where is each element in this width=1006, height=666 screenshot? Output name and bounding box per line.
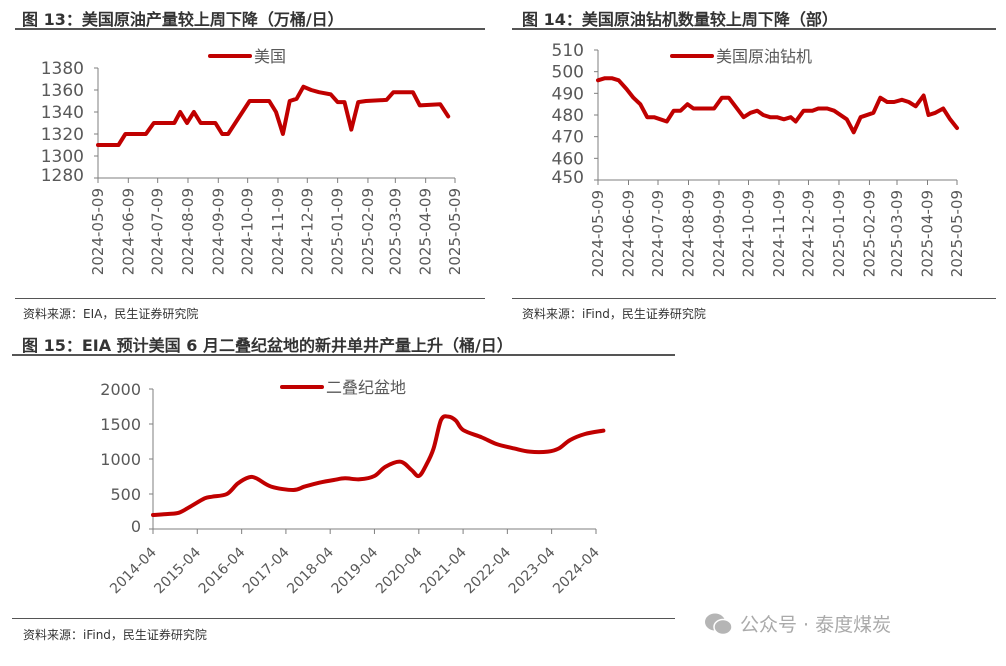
y-tick-label: 1360 [41, 81, 84, 101]
chart-13-source: 资料来源：EIA，民生证券研究院 [23, 307, 199, 321]
y-tick-label: 1000 [100, 450, 141, 469]
y-tick-label: 0 [131, 517, 141, 536]
y-tick-label: 460 [552, 149, 584, 169]
x-tick-label: 2024-07-09 [149, 188, 167, 275]
x-tick-label: 2024-11-09 [770, 190, 788, 277]
x-tick-label: 2020-04 [373, 544, 426, 597]
legend-label: 美国原油钻机 [716, 47, 812, 66]
chart-15-title: 图 15：EIA 预计美国 6 月二叠纪盆地的新井单井产量上升（桶/日） [22, 336, 513, 355]
x-tick-label: 2014-04 [107, 544, 160, 597]
x-tick-label: 2025-01-09 [830, 190, 848, 277]
x-tick-label: 2015-04 [151, 544, 204, 597]
x-tick-label: 2025-05-09 [446, 188, 464, 275]
x-tick-label: 2024-09-09 [710, 190, 728, 277]
x-tick-label: 2024-12-09 [298, 188, 316, 275]
watermark-text: 公众号 · 泰度煤炭 [740, 614, 892, 636]
y-tick-label: 1340 [41, 103, 84, 123]
y-tick-label: 480 [552, 106, 584, 126]
y-tick-label: 1280 [41, 166, 84, 186]
x-tick-label: 2024-07-09 [649, 190, 667, 277]
x-tick-label: 2024-09-09 [209, 188, 227, 275]
y-tick-label: 470 [552, 128, 584, 148]
x-tick-label: 2018-04 [284, 544, 337, 597]
chart-13-bottom-rule [15, 298, 485, 299]
x-tick-label: 2025-03-09 [888, 190, 906, 277]
x-tick-label: 2025-02-09 [359, 188, 377, 275]
x-tick-label: 2022-04 [462, 544, 515, 597]
chart-14-title: 图 14：美国原油钻机数量较上周下降（部） [522, 10, 838, 29]
chart-14-bottom-rule [512, 298, 996, 299]
chart-15-source: 资料来源：iFind，民生证券研究院 [23, 628, 207, 642]
y-tick-label: 450 [552, 168, 584, 188]
x-tick-label: 2019-04 [329, 544, 382, 597]
x-tick-label: 2024-05-09 [89, 188, 107, 275]
chart-14-source: 资料来源：iFind，民生证券研究院 [522, 307, 706, 321]
chart-15-bottom-rule [12, 618, 675, 619]
chart-14-title-rule [512, 28, 996, 30]
x-tick-label: 2016-04 [196, 544, 249, 597]
x-tick-label: 2025-05-09 [948, 190, 966, 277]
legend-label: 美国 [254, 47, 286, 66]
y-tick-label: 500 [110, 485, 141, 504]
series-line-1 [596, 76, 959, 135]
x-tick-label: 2024-10-09 [739, 190, 757, 277]
x-tick-label: 2023-04 [506, 544, 559, 597]
x-tick-label: 2025-04-09 [918, 190, 936, 277]
x-tick-label: 2024-08-09 [179, 188, 197, 275]
y-tick-label: 1500 [100, 415, 141, 434]
legend-label: 二叠纪盆地 [326, 378, 406, 397]
y-tick-label: 490 [552, 84, 584, 104]
x-tick-label: 2024-12-09 [799, 190, 817, 277]
x-tick-label: 2025-01-09 [329, 188, 347, 275]
x-tick-label: 2024-08-09 [679, 190, 697, 277]
chart-3: 05001000150020002014-042015-042016-04201… [100, 378, 606, 597]
series-line-1 [96, 84, 451, 147]
x-tick-label: 2017-04 [240, 544, 293, 597]
y-tick-label: 2000 [100, 380, 141, 399]
x-tick-label: 2025-04-09 [417, 188, 435, 275]
x-tick-label: 2024-10-09 [239, 188, 257, 275]
chart-13-title-rule [15, 28, 485, 30]
x-tick-label: 2024-11-09 [269, 188, 287, 275]
x-tick-label: 2021-04 [417, 544, 470, 597]
y-tick-label: 1320 [41, 125, 84, 145]
x-tick-label: 2024-06-09 [619, 190, 637, 277]
series-line-1 [151, 414, 606, 517]
y-tick-label: 510 [552, 41, 584, 61]
y-tick-label: 1380 [41, 59, 84, 79]
chart-13-title: 图 13：美国原油产量较上周下降（万桶/日） [22, 10, 344, 29]
y-tick-label: 1300 [41, 147, 84, 167]
chart-15-title-rule [12, 354, 675, 356]
x-tick-label: 2024-05-09 [589, 190, 607, 277]
y-tick-label: 500 [552, 63, 584, 83]
wechat-icon [705, 613, 733, 635]
watermark: 公众号 · 泰度煤炭 [704, 610, 891, 637]
x-tick-label: 2024-06-09 [119, 188, 137, 275]
x-tick-label: 2025-02-09 [860, 190, 878, 277]
x-tick-label: 2024-04 [550, 544, 603, 597]
x-tick-label: 2025-03-09 [386, 188, 404, 275]
